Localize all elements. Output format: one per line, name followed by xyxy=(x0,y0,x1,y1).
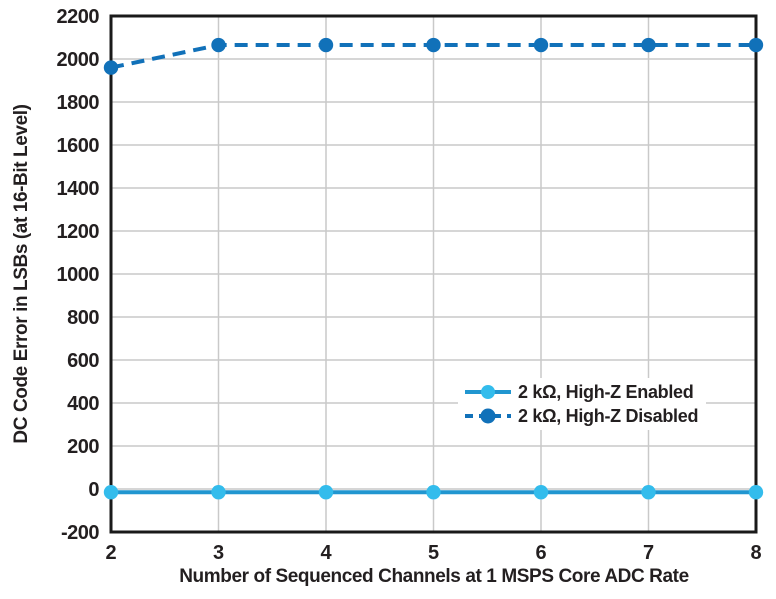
legend-swatch-dashed-line-icon xyxy=(465,408,511,424)
y-tick-label: 1400 xyxy=(57,178,100,200)
legend: 2 kΩ, High-Z Enabled 2 kΩ, High-Z Disabl… xyxy=(458,378,707,430)
legend-item-highz-enabled: 2 kΩ, High-Z Enabled xyxy=(464,380,698,404)
y-axis-title: DC Code Error in LSBs (at 16-Bit Level) xyxy=(11,104,32,444)
data-point-disabled xyxy=(748,37,764,53)
legend-label-enabled: 2 kΩ, High-Z Enabled xyxy=(518,381,694,402)
x-tick-label: 8 xyxy=(750,542,761,564)
data-point-disabled xyxy=(533,37,549,53)
x-tick-label: 2 xyxy=(105,542,116,564)
x-tick-label: 6 xyxy=(535,542,546,564)
x-tick-label: 5 xyxy=(428,542,439,564)
data-point-enabled xyxy=(318,485,334,500)
legend-item-highz-disabled: 2 kΩ, High-Z Disabled xyxy=(464,404,698,428)
y-tick-label: 0 xyxy=(88,479,99,501)
y-tick-label: 2000 xyxy=(57,49,100,71)
legend-label-disabled: 2 kΩ, High-Z Disabled xyxy=(518,405,699,426)
data-point-disabled xyxy=(641,37,656,53)
data-point-disabled xyxy=(318,37,334,53)
y-tick-label: 800 xyxy=(67,307,99,329)
legend-swatch-solid-line-icon xyxy=(465,385,511,399)
data-point-disabled xyxy=(426,37,441,53)
y-tick-label: 1800 xyxy=(57,92,100,114)
data-point-enabled xyxy=(426,485,441,500)
x-tick-label: 3 xyxy=(213,542,224,564)
y-tick-label: 200 xyxy=(67,436,99,458)
data-point-enabled xyxy=(533,485,549,500)
data-point-enabled xyxy=(211,485,226,500)
x-tick-label: 7 xyxy=(643,542,654,564)
plot-border xyxy=(109,14,758,534)
y-tick-label: 600 xyxy=(67,350,99,372)
y-tick-label: 2200 xyxy=(57,6,100,28)
y-tick-label: 1200 xyxy=(57,221,100,243)
legend-marker-enabled-icon xyxy=(481,385,495,399)
data-point-disabled xyxy=(103,60,119,75)
legend-marker-disabled-icon xyxy=(480,408,496,424)
y-tick-label: -200 xyxy=(61,522,99,544)
data-point-enabled xyxy=(103,485,119,500)
y-tick-label: 400 xyxy=(67,393,99,415)
x-tick-label: 4 xyxy=(320,542,332,564)
data-point-disabled xyxy=(211,37,226,53)
data-point-enabled xyxy=(748,485,764,500)
y-tick-label: 1600 xyxy=(57,135,100,157)
y-tick-label: 1000 xyxy=(57,264,100,286)
data-point-enabled xyxy=(641,485,656,500)
x-axis-title: Number of Sequenced Channels at 1 MSPS C… xyxy=(179,566,689,587)
